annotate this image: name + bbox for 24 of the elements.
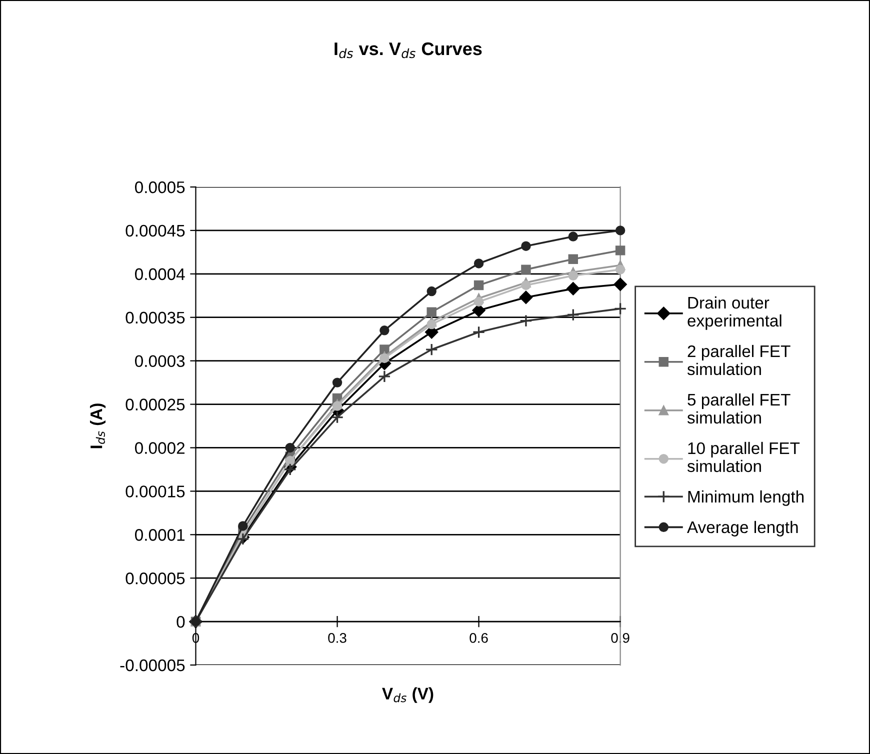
y-tick-label: 0.00045: [126, 224, 185, 237]
legend-label: 2 parallel FET simulation: [687, 344, 790, 376]
x-tick-label: 0.9: [611, 633, 630, 643]
x-tick-label: 0.6: [470, 633, 488, 643]
y-tick-label: 0.00015: [126, 486, 185, 498]
y-tick-label: 0.0002: [135, 442, 184, 454]
legend-label: 10 parallel FET simulation: [687, 442, 800, 472]
legend-label: Minimum length: [688, 490, 804, 506]
chart-title: I$_{ds}$ vs. V$_{ds}$ Curves: [334, 42, 482, 58]
y-axis-title: I$_{ds}$ (A): [90, 404, 106, 448]
legend-label: Drain outer experimental: [688, 296, 782, 330]
y-tick-label: 0.00035: [126, 312, 185, 324]
y-tick-label: 0.0005: [135, 181, 185, 194]
y-tick-label: 0.0001: [135, 529, 185, 541]
x-tick-label: 0.3: [328, 633, 346, 643]
y-tick-label: 0.00025: [126, 398, 185, 410]
y-tick-label: 0.00005: [126, 572, 185, 584]
y-tick-label: 0.0004: [135, 268, 185, 280]
legend-label: Average length: [687, 520, 798, 536]
x-axis-title: V$_{ds}$ (V): [382, 687, 434, 703]
y-tick-label: 0: [176, 616, 185, 628]
y-tick-label: 0.0003: [135, 355, 185, 368]
y-tick-label: -0.00005: [120, 659, 185, 672]
legend-label: 5 parallel FET simulation: [687, 393, 790, 424]
